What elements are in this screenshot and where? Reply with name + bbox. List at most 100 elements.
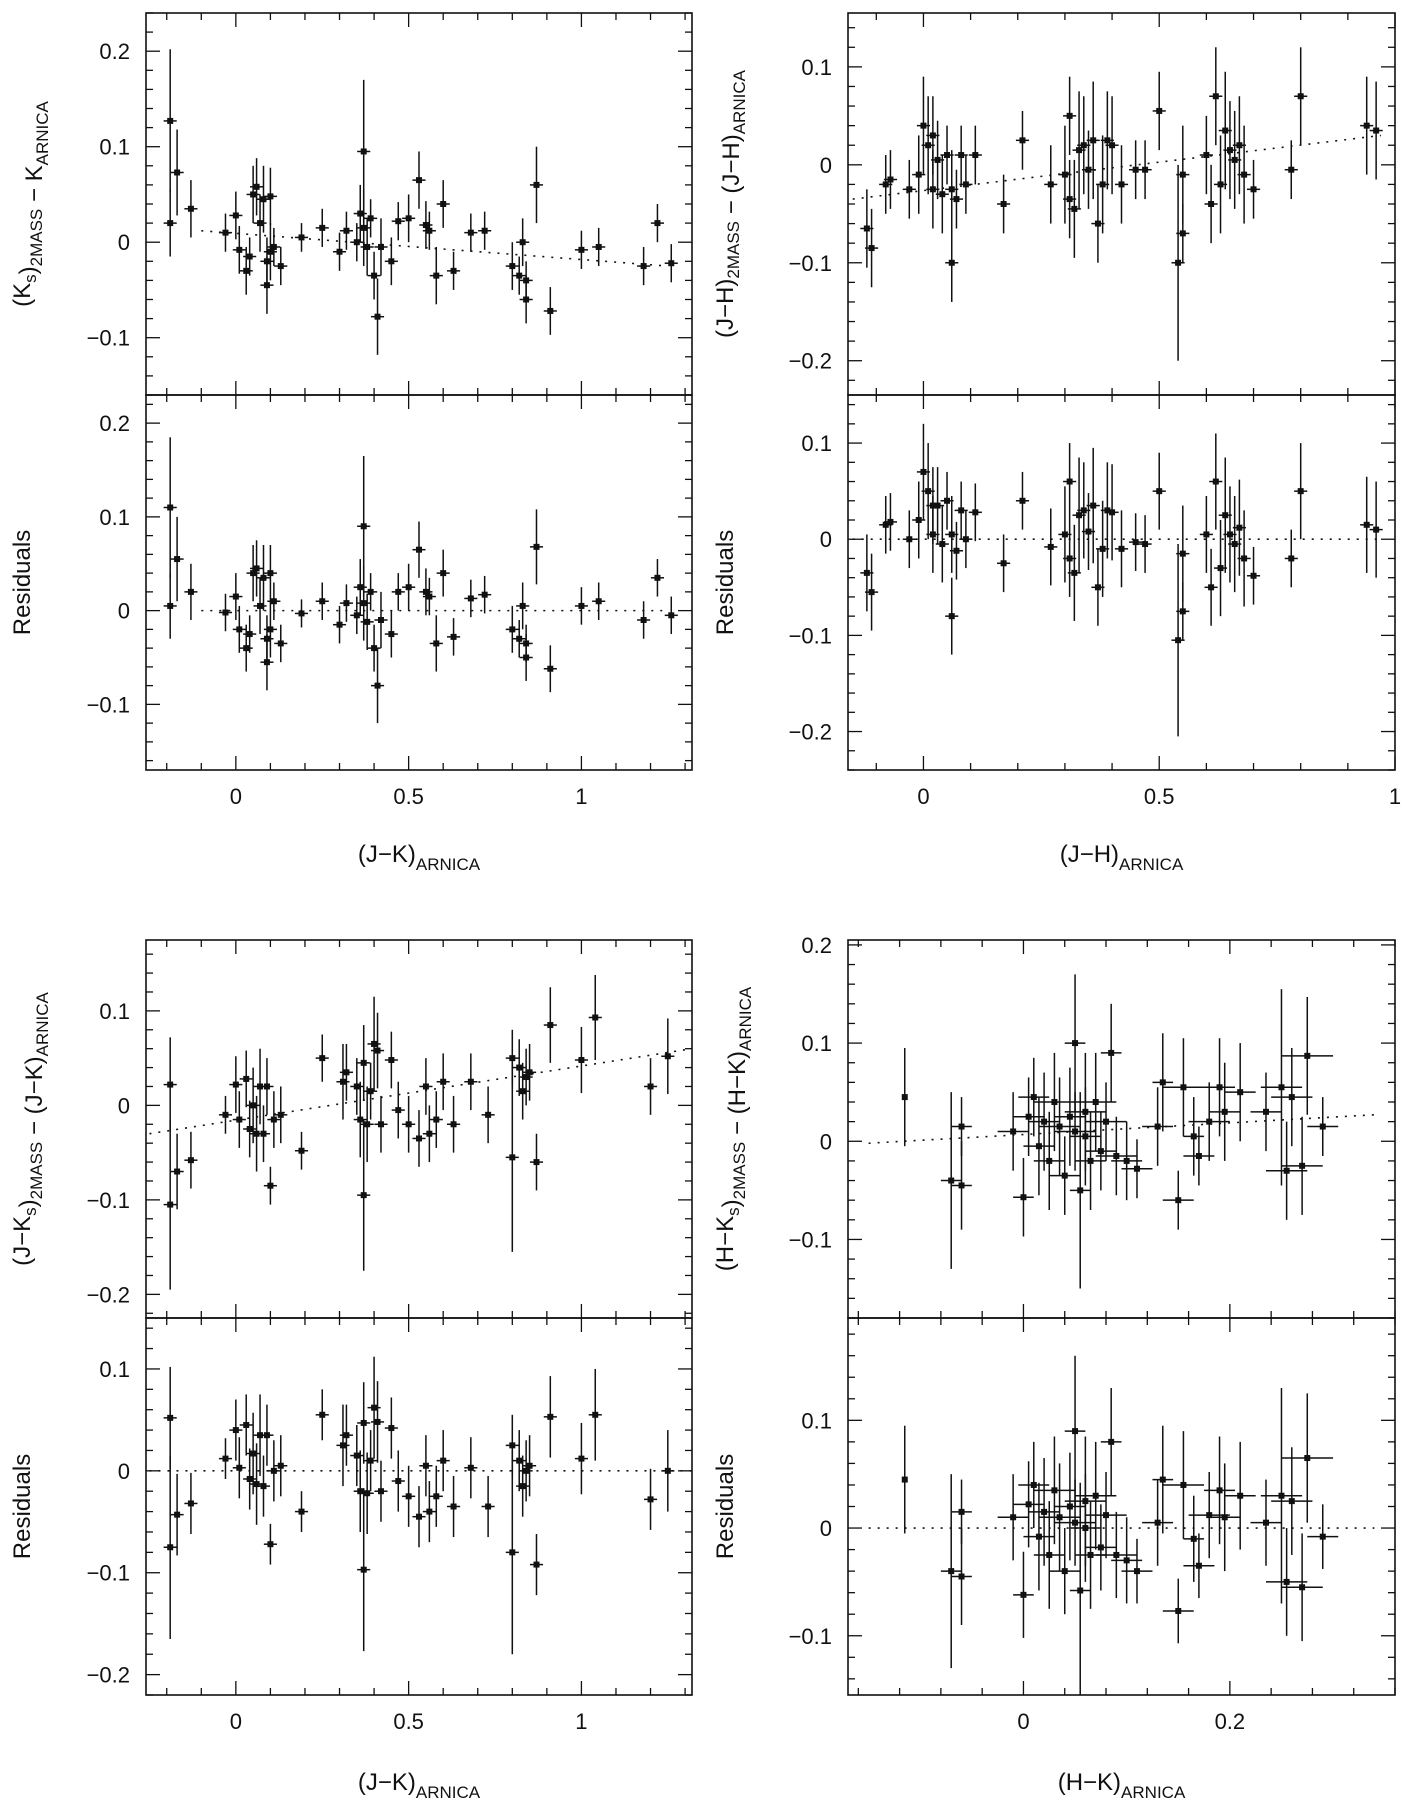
y-tick-label: −0.1 — [87, 692, 130, 717]
data-point — [1212, 478, 1219, 485]
data-point — [267, 626, 274, 633]
data-point — [257, 602, 264, 609]
data-point — [360, 523, 367, 530]
data-point — [319, 1411, 326, 1418]
y-tick-label: 0.1 — [99, 1357, 130, 1382]
data-point — [388, 1425, 395, 1432]
data-point — [929, 186, 936, 193]
data-point — [467, 1078, 474, 1085]
data-point — [934, 502, 941, 509]
data-point — [948, 613, 955, 620]
data-point — [374, 682, 381, 689]
data-point — [1104, 137, 1111, 144]
data-point — [319, 224, 326, 231]
data-point — [243, 1421, 250, 1428]
data-point — [1304, 1455, 1311, 1462]
data-point — [958, 1182, 965, 1189]
data-point — [395, 588, 402, 595]
data-point — [167, 117, 174, 124]
y-axis-label-part: ARNICA — [33, 100, 52, 165]
data-point — [526, 1462, 533, 1469]
data-point — [167, 1201, 174, 1208]
y-axis-label-part: s — [724, 1207, 743, 1216]
data-point — [253, 1130, 260, 1137]
data-point — [395, 218, 402, 225]
data-point — [167, 1414, 174, 1421]
data-point — [547, 665, 554, 672]
data-point — [533, 181, 540, 188]
y-axis-label-part: Residuals — [712, 530, 739, 635]
data-point — [374, 1047, 381, 1054]
data-point — [1030, 1094, 1037, 1101]
y-tick-label: 0 — [820, 1516, 832, 1541]
data-point — [1019, 497, 1026, 504]
data-point — [640, 263, 647, 270]
data-point — [319, 1055, 326, 1062]
data-point — [1066, 1503, 1073, 1510]
data-point — [1278, 1492, 1285, 1499]
data-point — [360, 148, 367, 155]
y-tick-label: 0.1 — [99, 999, 130, 1024]
data-point — [343, 227, 350, 234]
data-point — [1041, 1118, 1048, 1125]
y-axis-label-part: ) — [718, 1199, 745, 1207]
data-point — [1231, 541, 1238, 548]
data-point — [1297, 93, 1304, 100]
x-tick-label: 1 — [1389, 784, 1401, 809]
y-axis-label: (H−Ks)2MASS − (H−K)ARNICA — [712, 986, 755, 1271]
data-point — [1072, 1519, 1079, 1526]
data-point — [1221, 1108, 1228, 1115]
y-axis-label-part: 2MASS — [27, 209, 46, 267]
data-point — [267, 1541, 274, 1548]
data-point — [339, 1078, 346, 1085]
y-axis-label: (J−Ks)2MASS − (J−K)ARNICA — [9, 991, 52, 1265]
data-point — [1297, 488, 1304, 495]
data-point — [1373, 526, 1380, 533]
data-point — [263, 1432, 270, 1439]
data-point — [1097, 1148, 1104, 1155]
data-point — [416, 1135, 422, 1142]
data-point — [1217, 565, 1224, 572]
data-point — [1097, 1544, 1104, 1551]
data-point — [1133, 1568, 1140, 1575]
data-point — [1066, 555, 1073, 562]
data-point — [1061, 171, 1068, 178]
data-point — [1203, 152, 1210, 159]
data-point — [426, 227, 433, 234]
panel-top-jk: −0.2 −0.1 0 0.1 (J−Ks)2MASS − (J−K)ARNICA — [9, 939, 693, 1319]
data-point — [450, 1503, 457, 1510]
data-point — [516, 272, 523, 279]
data-point — [336, 248, 343, 255]
data-point — [1159, 1079, 1166, 1086]
data-point — [906, 536, 913, 543]
data-point — [944, 152, 951, 159]
data-point — [450, 633, 457, 640]
data-point — [1076, 512, 1083, 519]
y-axis-label-part: s — [21, 274, 40, 283]
y-axis-label-part: Residuals — [712, 1454, 739, 1559]
data-point — [1066, 112, 1073, 119]
data-point — [298, 610, 305, 617]
fit-line — [868, 1113, 1375, 1145]
data-point — [253, 1481, 260, 1488]
data-point — [485, 1111, 492, 1118]
y-tick-label: 0.1 — [801, 431, 832, 456]
data-point — [887, 176, 894, 183]
data-point — [357, 1116, 364, 1123]
data-point — [388, 631, 395, 638]
data-point — [187, 1500, 194, 1507]
y-axis-label-part: (J−H) — [712, 279, 739, 338]
data-point — [263, 258, 270, 265]
panel-top-ks: −0.1 0 0.1 0.2 (Ks)2MASS − KARNICA — [9, 12, 693, 396]
data-point — [467, 1464, 474, 1471]
data-point — [1206, 1118, 1213, 1125]
x-tick-label: 1 — [575, 1709, 587, 1734]
data-point — [1072, 1040, 1079, 1047]
data-point — [246, 1126, 253, 1132]
data-point — [257, 1083, 264, 1090]
data-point — [236, 246, 243, 253]
data-point — [374, 313, 381, 320]
data-point — [578, 246, 585, 253]
data-point — [1299, 1162, 1306, 1169]
